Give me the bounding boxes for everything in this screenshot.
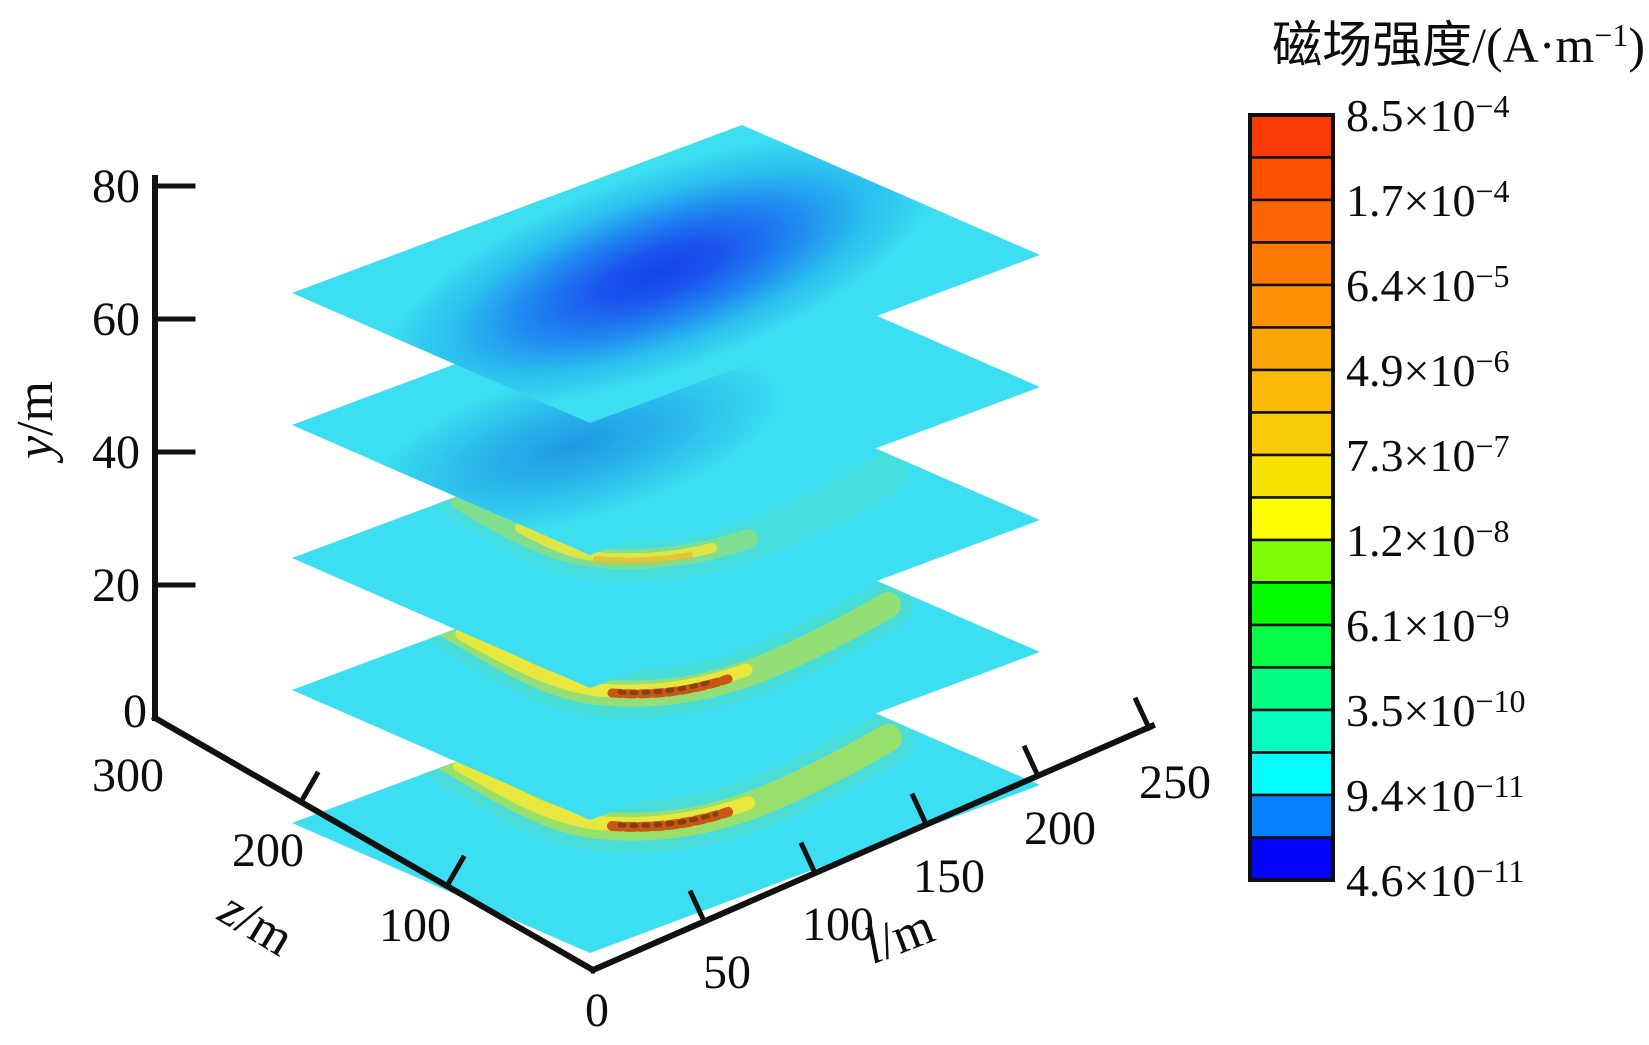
y-tick-label-60: 60	[92, 293, 140, 346]
colorbar-band	[1248, 836, 1335, 882]
slice-y80	[292, 125, 1040, 423]
streak-orange-y40	[593, 552, 693, 564]
slice-y20	[292, 522, 1040, 820]
colorbar-title: 磁场强度/(A·m−1)	[1272, 17, 1645, 73]
colorbar-label: 6.4×10−5	[1346, 258, 1510, 311]
colorbar	[1248, 113, 1335, 882]
colorbar-band	[1248, 368, 1335, 414]
colorbar-band	[1248, 156, 1335, 202]
colorbar-band	[1248, 283, 1335, 329]
colorbar-band	[1248, 411, 1335, 457]
z-tick-label-200: 200	[232, 824, 304, 877]
y-tick-label-80: 80	[92, 160, 140, 213]
colorbar-band	[1248, 793, 1335, 839]
colorbar-label: 1.7×10−4	[1346, 173, 1510, 226]
slice-y60	[292, 257, 1040, 555]
colorbar-band	[1248, 453, 1335, 499]
colorbar-band	[1248, 666, 1335, 712]
l-tick-label-0: 0	[585, 984, 609, 1037]
l-tick-label-100: 100	[802, 898, 874, 951]
y-tick-label-20: 20	[92, 559, 140, 612]
y-tick-label-40: 40	[92, 426, 140, 479]
colorbar-band	[1248, 113, 1335, 159]
blue-blob-y80	[380, 134, 940, 410]
slice-y40	[292, 390, 1040, 688]
colorbar-label: 9.4×10−11	[1346, 768, 1524, 821]
colorbar-label: 4.9×10−6	[1346, 343, 1510, 396]
l-tick-label-150: 150	[913, 850, 985, 903]
z-tick-label-100: 100	[379, 899, 451, 952]
colorbar-label: 7.3×10−7	[1346, 428, 1510, 481]
y-axis	[152, 175, 196, 721]
y-tick-label-0: 0	[123, 685, 147, 738]
l-tick-label-50: 50	[703, 946, 751, 999]
l-axis	[589, 696, 1156, 974]
colorbar-band	[1248, 751, 1335, 797]
z-axis-title: z/m	[209, 880, 304, 968]
l-tick-label-200: 200	[1024, 802, 1096, 855]
colorbar-label: 4.6×10−11	[1346, 853, 1524, 906]
y-axis-title: y/m	[7, 381, 64, 464]
blue-blob-y60	[366, 353, 784, 537]
colorbar-band	[1248, 538, 1335, 584]
streak-red-dark-y0	[617, 811, 719, 828]
slice-y0	[292, 655, 1040, 953]
colorbar-band	[1248, 326, 1335, 372]
colorbar-band	[1248, 198, 1335, 244]
l-tick-label-250: 250	[1139, 756, 1211, 809]
colorbar-band	[1248, 241, 1335, 287]
colorbar-band	[1248, 496, 1335, 542]
colorbar-labels: 8.5×10−4 1.7×10−4 6.4×10−5 4.9×10−6 7.3×…	[1346, 88, 1526, 906]
colorbar-label: 8.5×10−4	[1346, 88, 1510, 141]
z-axis	[150, 713, 598, 975]
colorbar-band	[1248, 623, 1335, 669]
colorbar-label: 3.5×10−10	[1346, 683, 1526, 736]
colorbar-border	[1248, 113, 1335, 882]
z-tick-label-300: 300	[92, 749, 164, 802]
streak-red-dark-y20	[617, 679, 713, 695]
colorbar-band	[1248, 708, 1335, 754]
colorbar-label: 1.2×10−8	[1346, 513, 1510, 566]
colorbar-label: 6.1×10−9	[1346, 598, 1510, 651]
colorbar-band	[1248, 581, 1335, 627]
